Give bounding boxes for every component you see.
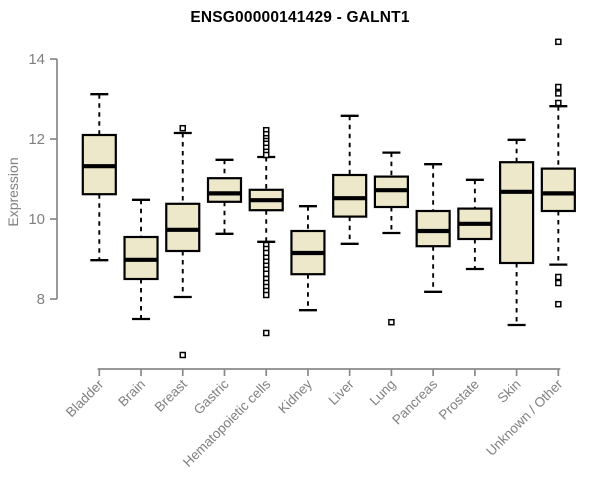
x-category-label: Lung <box>367 377 399 409</box>
box-unknown-other <box>540 167 576 213</box>
outlier-breast <box>179 351 187 359</box>
y-tick-label: 14 <box>28 51 45 68</box>
outlier-unknown-other <box>555 273 562 281</box>
x-category-label: Pancreas <box>389 376 440 427</box>
box-breast <box>165 202 201 253</box>
outlier-hematopoietic-cells <box>262 329 270 337</box>
outlier-hematopoietic-cells <box>262 151 270 159</box>
box-liver <box>332 173 368 218</box>
x-category-label: Prostate <box>436 377 482 423</box>
outlier-unknown-other <box>555 300 562 308</box>
outlier-hematopoietic-cells <box>262 270 270 278</box>
x-category-label: Brain <box>115 377 148 410</box>
outlier-unknown-other <box>555 99 562 107</box>
box-skin <box>499 161 535 265</box>
outlier-unknown-other <box>555 83 562 91</box>
outlier-hematopoietic-cells <box>262 291 270 299</box>
y-tick-label: 12 <box>28 131 45 148</box>
x-category-label: Kidney <box>275 376 315 416</box>
x-category-label: Bladder <box>63 376 107 420</box>
chart-title: ENSG00000141429 - GALNT1 <box>190 9 410 26</box>
x-category-label: Liver <box>326 376 358 408</box>
x-category-label: Gastric <box>191 376 232 417</box>
y-tick-label: 10 <box>28 211 45 228</box>
box-pancreas <box>415 209 451 248</box>
y-tick-label: 8 <box>37 291 45 308</box>
x-category-label: Skin <box>495 377 524 406</box>
outlier-lung <box>388 318 395 326</box>
outlier-unknown-other <box>555 279 562 287</box>
outlier-unknown-other <box>555 38 562 46</box>
outlier-unknown-other <box>555 90 562 97</box>
box-gastric <box>206 177 243 203</box>
x-category-label: Breast <box>152 376 190 414</box>
x-category-label: Unknown / Other <box>483 376 566 459</box>
outlier-breast <box>179 124 187 132</box>
